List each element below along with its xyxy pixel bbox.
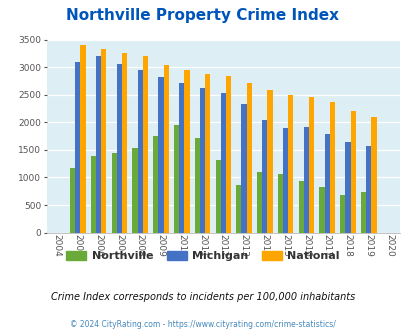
Legend: Northville, Michigan, National: Northville, Michigan, National	[62, 247, 343, 266]
Bar	[329, 102, 334, 233]
Bar	[298, 181, 303, 233]
Bar	[360, 192, 365, 233]
Bar	[153, 136, 158, 233]
Bar	[179, 82, 184, 233]
Text: Crime Index corresponds to incidents per 100,000 inhabitants: Crime Index corresponds to incidents per…	[51, 292, 354, 302]
Bar	[256, 172, 262, 233]
Bar	[319, 187, 324, 233]
Text: © 2024 CityRating.com - https://www.cityrating.com/crime-statistics/: © 2024 CityRating.com - https://www.city…	[70, 320, 335, 329]
Bar	[277, 174, 282, 233]
Bar	[199, 88, 205, 233]
Bar	[339, 195, 345, 233]
Bar	[246, 83, 251, 233]
Bar	[111, 153, 117, 233]
Bar	[308, 97, 313, 233]
Bar	[282, 128, 288, 233]
Bar	[215, 160, 220, 233]
Bar	[324, 134, 329, 233]
Bar	[91, 156, 96, 233]
Bar	[236, 185, 241, 233]
Bar	[225, 76, 230, 233]
Bar	[96, 56, 101, 233]
Bar	[173, 124, 179, 233]
Bar	[184, 71, 189, 233]
Bar	[163, 65, 168, 233]
Bar	[117, 64, 122, 233]
Bar	[101, 49, 106, 233]
Text: Northville Property Crime Index: Northville Property Crime Index	[66, 8, 339, 23]
Bar	[345, 142, 350, 233]
Bar	[80, 45, 85, 233]
Bar	[75, 62, 80, 233]
Bar	[371, 117, 375, 233]
Bar	[137, 71, 143, 233]
Bar	[70, 168, 75, 233]
Bar	[143, 55, 147, 233]
Bar	[194, 138, 199, 233]
Bar	[288, 95, 293, 233]
Bar	[350, 111, 355, 233]
Bar	[132, 148, 137, 233]
Bar	[303, 127, 308, 233]
Bar	[267, 90, 272, 233]
Bar	[262, 119, 267, 233]
Bar	[158, 77, 163, 233]
Bar	[205, 74, 210, 233]
Bar	[220, 92, 225, 233]
Bar	[241, 104, 246, 233]
Bar	[122, 53, 127, 233]
Bar	[365, 146, 371, 233]
